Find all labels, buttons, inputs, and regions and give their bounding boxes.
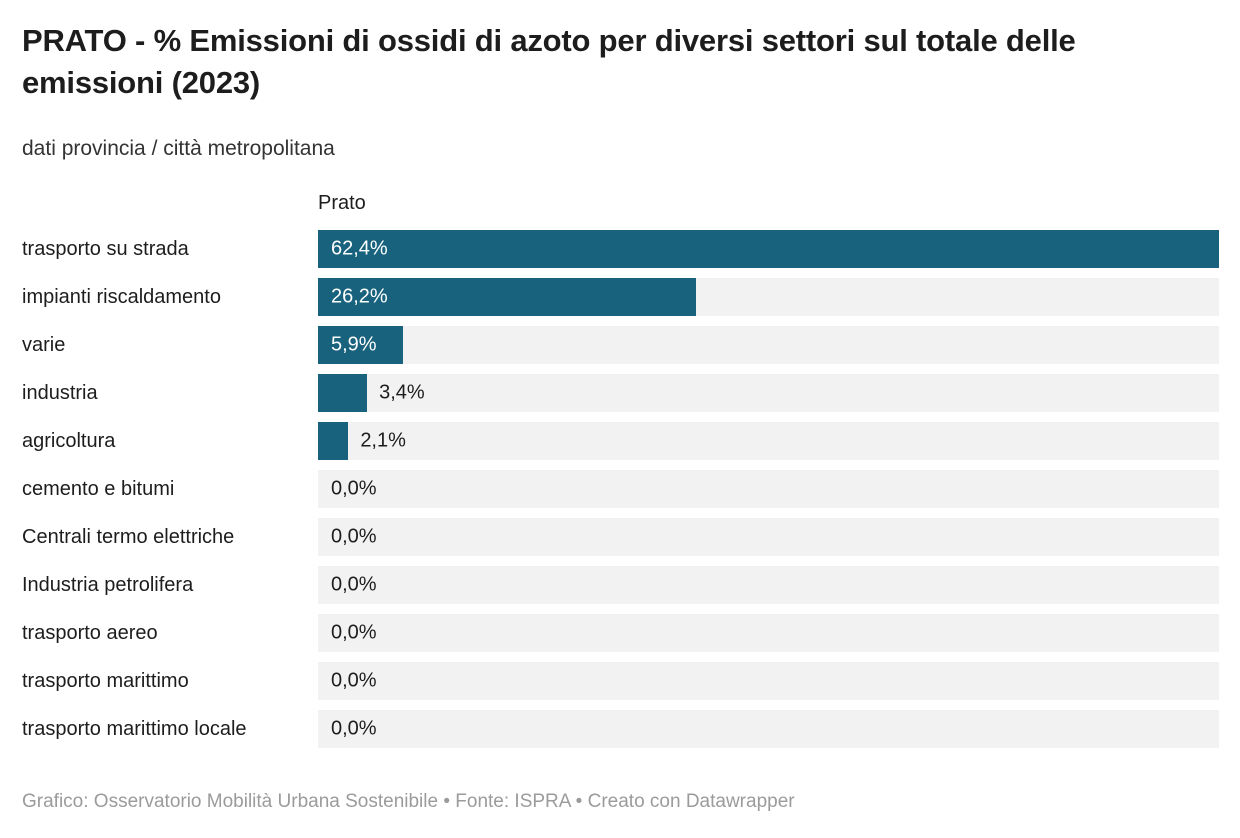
value-label: 3,4% [379, 381, 425, 404]
bar-track: 0,0% [318, 614, 1219, 653]
value-label: 0,0% [331, 621, 377, 644]
value-label: 62,4% [331, 237, 388, 260]
bar-row: Industria petrolifera 0,0% [22, 566, 1219, 605]
value-label: 0,0% [331, 573, 377, 596]
chart-footer: Grafico: Osservatorio Mobilità Urbana So… [22, 791, 795, 813]
chart-subtitle: dati provincia / città metropolitana [22, 137, 335, 161]
bar-track: 3,4% [318, 374, 1219, 413]
category-label: industria [22, 381, 98, 404]
category-label: varie [22, 333, 66, 356]
category-label: Centrali termo elettriche [22, 525, 235, 548]
bar [318, 422, 349, 461]
bar-row: impianti riscaldamento 26,2% [22, 278, 1219, 317]
bar-row: Centrali termo elettriche 0,0% [22, 518, 1219, 557]
category-label: cemento e bitumi [22, 477, 175, 500]
bar-track: 0,0% [318, 662, 1219, 701]
bar-row: cemento e bitumi 0,0% [22, 470, 1219, 509]
bar [318, 230, 1219, 269]
bar-row: trasporto marittimo 0,0% [22, 662, 1219, 701]
bar-row: agricoltura 2,1% [22, 422, 1219, 461]
bar-track: 0,0% [318, 470, 1219, 509]
bar-row: trasporto aereo 0,0% [22, 614, 1219, 653]
category-label: trasporto marittimo locale [22, 717, 247, 740]
value-label: 0,0% [331, 477, 377, 500]
value-label: 5,9% [331, 333, 377, 356]
category-label: agricoltura [22, 429, 116, 452]
bar-chart: Prato trasporto su strada 62,4% impianti… [22, 192, 1219, 749]
bar-row: trasporto su strada 62,4% [22, 230, 1219, 269]
category-label: trasporto su strada [22, 237, 189, 260]
category-label: trasporto aereo [22, 621, 158, 644]
bar-track: 0,0% [318, 710, 1219, 749]
bar-track: 5,9% [318, 326, 1219, 365]
category-label: trasporto marittimo [22, 669, 189, 692]
bar-row: trasporto marittimo locale 0,0% [22, 710, 1219, 749]
bar-track: 0,0% [318, 518, 1219, 557]
bar-row: industria 3,4% [22, 374, 1219, 413]
bar-track: 62,4% [318, 230, 1219, 269]
category-label: Industria petrolifera [22, 573, 194, 596]
chart-title: PRATO - % Emissioni di ossidi di azoto p… [22, 23, 1076, 101]
bar-track: 2,1% [318, 422, 1219, 461]
bar-rows: trasporto su strada 62,4% impianti risca… [22, 230, 1219, 749]
value-label: 26,2% [331, 285, 388, 308]
bar-track: 26,2% [318, 278, 1219, 317]
value-label: 0,0% [331, 717, 377, 740]
column-header: Prato [318, 192, 366, 215]
bar-row: varie 5,9% [22, 326, 1219, 365]
value-label: 2,1% [360, 429, 406, 452]
bar [318, 374, 368, 413]
bar [318, 326, 404, 365]
bar-track: 0,0% [318, 566, 1219, 605]
value-label: 0,0% [331, 525, 377, 548]
bar [318, 278, 697, 317]
value-label: 0,0% [331, 669, 377, 692]
category-label: impianti riscaldamento [22, 285, 221, 308]
